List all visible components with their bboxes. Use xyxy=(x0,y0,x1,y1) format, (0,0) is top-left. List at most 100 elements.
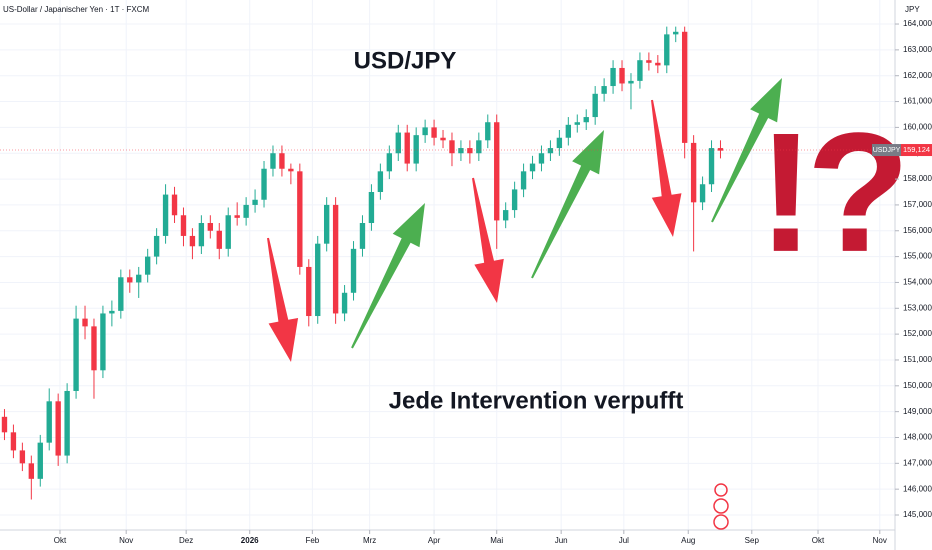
candle-body xyxy=(100,313,106,371)
candle-body xyxy=(19,450,26,464)
x-tick-label: Okt xyxy=(812,536,825,545)
candle-body xyxy=(529,163,536,172)
candle-body xyxy=(431,127,437,138)
candle-body xyxy=(467,148,473,154)
candle-body xyxy=(198,223,205,247)
y-tick-label: 150,000 xyxy=(903,381,932,390)
annotation: !? xyxy=(758,98,902,288)
chart-title: US-Dollar / Japanischer Yen · 1T · FXCM xyxy=(3,5,149,14)
x-tick-label: Jun xyxy=(555,536,568,545)
candle-body xyxy=(243,204,249,218)
icon[interactable] xyxy=(714,483,728,497)
candle-body xyxy=(681,31,688,143)
y-tick-label: 148,000 xyxy=(903,433,932,442)
y-tick-label: 154,000 xyxy=(903,278,932,287)
candle-body xyxy=(538,153,545,164)
candle-body xyxy=(180,215,187,236)
y-tick-label: 145,000 xyxy=(903,510,932,519)
candle-body xyxy=(511,189,518,211)
candle-body xyxy=(64,390,70,456)
candle-body xyxy=(1,416,8,433)
candle-body xyxy=(234,215,240,218)
y-tick-label: 151,000 xyxy=(903,355,932,364)
candle-body xyxy=(637,60,643,81)
candle-body xyxy=(377,171,384,192)
candle-body xyxy=(646,60,652,63)
arrow xyxy=(651,99,682,238)
candle-body xyxy=(664,34,670,66)
candle-body xyxy=(565,124,572,138)
candle-body xyxy=(386,153,393,172)
candle-body xyxy=(55,401,61,456)
x-tick-label: Feb xyxy=(305,536,319,545)
y-tick-label: 161,000 xyxy=(903,97,932,106)
arrow xyxy=(531,130,604,279)
candle-body xyxy=(207,223,214,231)
candles xyxy=(1,26,724,500)
candle-body xyxy=(261,168,267,200)
y-tick-label: 149,000 xyxy=(903,407,932,416)
x-tick-label: Okt xyxy=(54,536,67,545)
candle-body xyxy=(109,310,115,314)
icon[interactable] xyxy=(713,498,729,514)
candle-body xyxy=(556,137,563,149)
icon[interactable] xyxy=(713,514,729,530)
candle-body xyxy=(350,248,357,293)
annotation: Jede Intervention verpufft xyxy=(389,387,684,414)
x-tick-label: Dez xyxy=(179,536,193,545)
candle-body xyxy=(458,148,464,154)
symbol-label: USDJPY xyxy=(873,147,901,154)
candle-body xyxy=(136,274,142,283)
candle-body xyxy=(413,135,419,164)
candle-body xyxy=(690,142,697,203)
y-tick-label: 162,000 xyxy=(903,71,932,80)
candle-body xyxy=(225,215,231,249)
x-tick-label: Mai xyxy=(490,536,503,545)
x-tick-label: Nov xyxy=(119,536,133,545)
candle-body xyxy=(189,235,196,247)
candle-body xyxy=(628,80,634,84)
candle-body xyxy=(502,210,509,221)
candle-body xyxy=(332,204,339,314)
candle-body xyxy=(359,223,366,249)
candle-body xyxy=(297,171,303,267)
candle-body xyxy=(404,132,410,164)
arrow xyxy=(472,177,504,303)
candle-body xyxy=(601,86,607,94)
candle-body xyxy=(323,204,330,244)
event-icons xyxy=(713,483,729,530)
candle-body xyxy=(449,140,455,154)
candle-body xyxy=(440,137,446,141)
price-label: 159,124 xyxy=(903,145,930,154)
x-tick-label: Aug xyxy=(681,536,695,545)
candle-body xyxy=(37,442,43,479)
candle-body xyxy=(288,168,294,172)
candle-body xyxy=(574,122,580,125)
y-tick-label: 163,000 xyxy=(903,45,932,54)
candle-body xyxy=(699,184,706,203)
y-tick-label: 152,000 xyxy=(903,329,932,338)
candle-body xyxy=(91,326,97,371)
candle-body xyxy=(368,191,375,224)
grid xyxy=(0,0,895,530)
candle-body xyxy=(270,153,276,169)
candle-body xyxy=(315,243,321,317)
arrow xyxy=(267,237,299,362)
candle-body xyxy=(118,277,124,311)
candle-body xyxy=(73,318,79,391)
symbol-tag xyxy=(872,144,901,157)
candle-body xyxy=(547,148,554,154)
candle-body xyxy=(655,62,661,66)
axis-unit: JPY xyxy=(905,5,920,14)
x-tick-label: Nov xyxy=(873,536,887,545)
candle-body xyxy=(162,194,169,236)
candle-body xyxy=(28,463,35,479)
x-tick-label: 2026 xyxy=(241,536,259,545)
candle-body xyxy=(717,148,724,151)
candle-body xyxy=(144,256,151,275)
candle-body xyxy=(82,318,88,327)
arrow xyxy=(351,203,425,349)
y-tick-label: 156,000 xyxy=(903,226,932,235)
candle-body xyxy=(485,122,491,141)
